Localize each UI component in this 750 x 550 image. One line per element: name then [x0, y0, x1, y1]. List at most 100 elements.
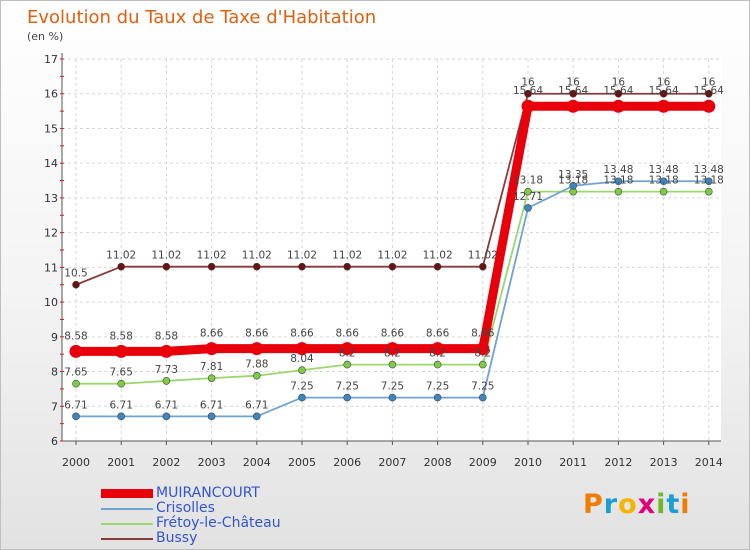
point-bussy — [207, 262, 216, 271]
point-crisolles — [659, 177, 668, 186]
point-muirancourt — [657, 99, 671, 113]
point-bussy — [388, 262, 397, 271]
point-bussy — [253, 262, 261, 271]
logo-letter: i — [656, 489, 667, 520]
point-fretoy-le-chateau — [614, 187, 623, 196]
y-tick-label: 14 — [44, 157, 58, 170]
logo-letter: t — [666, 489, 681, 520]
data-label-crisolles: 6.71 — [245, 399, 268, 411]
point-muirancourt — [114, 344, 128, 358]
data-label-fretoy-le-chateau: 13.18 — [513, 175, 543, 187]
point-bussy — [659, 89, 668, 98]
point-fretoy-le-chateau — [162, 377, 171, 385]
data-label-bussy: 11.02 — [377, 250, 407, 262]
x-tick-label: 2003 — [198, 456, 226, 469]
point-bussy — [524, 89, 532, 98]
data-label-muirancourt: 8.58 — [110, 330, 133, 342]
y-tick-label: 15 — [44, 122, 58, 135]
point-fretoy-le-chateau — [704, 187, 713, 196]
point-crisolles — [72, 412, 80, 421]
data-labels: 10.5 11.02 11.02 11.02 11.02 11.02 11.02 11.02 1… — [64, 77, 724, 412]
x-tick-label: 2001 — [107, 456, 135, 469]
proxiti-logo[interactable]: Proxiti — [583, 489, 691, 520]
legend-swatch-bussy — [101, 537, 153, 540]
data-label-muirancourt: 8.66 — [200, 328, 224, 340]
legend-label-fretoy-le-chateau: Frétoy-le-Château — [156, 515, 281, 531]
point-fretoy-le-chateau — [207, 374, 216, 382]
data-label-crisolles: 12.71 — [513, 191, 543, 203]
y-tick-label: 7 — [51, 400, 58, 413]
data-label-fretoy-le-chateau: 7.73 — [155, 364, 178, 376]
point-crisolles — [207, 412, 216, 421]
legend-label-crisolles: Crisolles — [156, 500, 215, 516]
x-tick-label: 2006 — [333, 456, 361, 469]
legend-item-muirancourt[interactable]: MUIRANCOURT — [101, 486, 281, 501]
point-muirancourt — [250, 342, 264, 356]
y-axis-unit: (en %) — [27, 30, 64, 43]
y-tick-label: 10 — [44, 296, 58, 309]
data-label-muirancourt: 8.66 — [290, 328, 314, 340]
point-fretoy-le-chateau — [524, 187, 532, 196]
data-label-fretoy-le-chateau: 8.2 — [474, 348, 491, 360]
x-tick-label: 2004 — [243, 456, 271, 469]
point-fretoy-le-chateau — [659, 187, 668, 196]
legend-swatch-crisolles — [101, 507, 153, 510]
legend-item-fretoy-le-chateau[interactable]: Frétoy-le-Château — [101, 516, 281, 531]
data-label-crisolles: 6.71 — [200, 399, 223, 411]
point-crisolles — [614, 177, 623, 186]
data-label-muirancourt: 15.64 — [558, 85, 588, 97]
data-label-bussy: 11.02 — [151, 250, 181, 262]
point-crisolles — [162, 412, 171, 421]
point-bussy — [478, 262, 487, 271]
x-tick-label: 2009 — [469, 456, 497, 469]
point-crisolles — [478, 393, 487, 402]
legend-item-bussy[interactable]: Bussy — [101, 531, 281, 546]
y-tick-label: 11 — [44, 261, 58, 274]
point-bussy — [298, 262, 306, 271]
data-label-bussy: 16 — [657, 77, 671, 89]
data-label-crisolles: 13.48 — [694, 164, 724, 176]
data-label-muirancourt: 8.66 — [471, 328, 495, 340]
series-group — [69, 89, 716, 421]
data-label-muirancourt: 8.66 — [336, 328, 360, 340]
data-label-fretoy-le-chateau: 13.18 — [558, 175, 588, 187]
data-label-crisolles: 6.71 — [155, 399, 178, 411]
data-label-crisolles: 6.71 — [64, 399, 87, 411]
logo-letter: P — [583, 489, 604, 520]
point-bussy — [704, 89, 713, 98]
point-crisolles — [298, 393, 306, 402]
point-crisolles — [569, 181, 578, 190]
logo-letter: x — [637, 489, 657, 520]
data-label-crisolles: 7.25 — [336, 381, 359, 393]
point-muirancourt — [159, 344, 173, 358]
point-muirancourt — [205, 342, 219, 356]
data-label-muirancourt: 8.66 — [245, 328, 269, 340]
data-label-bussy: 11.02 — [287, 250, 317, 262]
point-bussy — [433, 262, 442, 271]
point-bussy — [72, 280, 80, 289]
plot-area — [62, 59, 721, 441]
point-muirancourt — [69, 344, 83, 358]
data-label-bussy: 11.02 — [332, 250, 362, 262]
data-label-crisolles: 7.25 — [381, 381, 404, 393]
point-muirancourt — [476, 342, 490, 356]
data-label-fretoy-le-chateau: 7.88 — [245, 359, 268, 371]
y-tick-label: 6 — [51, 435, 58, 448]
x-tick-label: 2008 — [424, 456, 452, 469]
data-label-muirancourt: 15.64 — [513, 85, 543, 97]
point-fretoy-le-chateau — [117, 379, 125, 388]
point-crisolles — [253, 412, 261, 421]
legend-label-muirancourt: MUIRANCOURT — [156, 485, 260, 501]
point-bussy — [343, 262, 352, 271]
point-muirancourt — [295, 342, 309, 356]
point-muirancourt — [340, 342, 354, 356]
x-tick-label: 2000 — [62, 456, 90, 469]
logo-letter: r — [603, 489, 619, 520]
data-label-crisolles: 13.48 — [649, 164, 679, 176]
y-tick-label: 8 — [51, 366, 58, 379]
point-fretoy-le-chateau — [253, 371, 261, 380]
data-label-fretoy-le-chateau: 7.65 — [64, 367, 87, 379]
legend-item-crisolles[interactable]: Crisolles — [101, 501, 281, 516]
axes: 6 7 8 9 10 11 12 13 14 15 16 17 2000 2001 2002 2003 2004… — [44, 53, 723, 469]
data-label-crisolles: 7.25 — [426, 381, 449, 393]
